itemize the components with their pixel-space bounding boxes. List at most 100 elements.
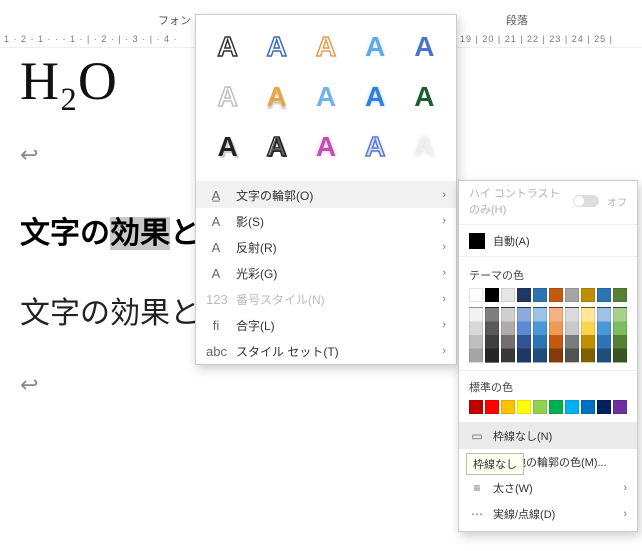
color-swatch[interactable] [533,288,547,302]
color-tint-column[interactable] [613,307,627,363]
chevron-right-icon: › [442,293,446,305]
effect-preset-7[interactable]: A [253,75,300,119]
color-swatch[interactable] [581,288,595,302]
high-contrast-row[interactable]: ハイ コントラストのみ(H) オフ [459,181,637,225]
menu-reflection-label: 反射(R) [236,239,432,256]
menu-outline[interactable]: A̲ 文字の輪郭(O) › [196,182,456,208]
color-tint-column[interactable] [581,307,595,363]
color-tint-column[interactable] [549,307,563,363]
color-swatch[interactable] [485,400,499,414]
menu-ligature[interactable]: fi合字(L)› [196,312,456,338]
color-swatch[interactable] [597,400,611,414]
color-tint-column[interactable] [517,307,531,363]
chevron-right-icon: › [442,319,446,331]
chevron-right-icon: › [442,215,446,227]
menu-style-set[interactable]: abc スタイル セット(T) › [196,338,456,364]
high-contrast-label: ハイ コントラストのみ(H) [469,185,565,217]
effect-preset-8[interactable]: A [302,75,349,119]
effect-preset-12[interactable]: A [253,125,300,169]
menu-shadow[interactable]: A影(S)› [196,208,456,234]
color-tint-column[interactable] [533,307,547,363]
auto-color-row[interactable]: 自動(A) [459,229,637,257]
high-contrast-toggle[interactable] [573,195,599,207]
color-swatch[interactable] [533,400,547,414]
sub-dashes-icon: ⋯ [469,507,485,521]
color-tint-column[interactable] [501,307,515,363]
effect-preset-10[interactable]: A [401,75,448,119]
sub-no-outline[interactable]: ▭ 枠線なし(N) [459,423,637,449]
menu-ligature-icon: fi [206,318,226,333]
menu-style-set-label: スタイル セット(T) [236,343,432,360]
effect-preset-2[interactable]: A [253,25,300,69]
menu-number-style-label: 番号スタイル(N) [236,291,432,308]
menu-reflection[interactable]: A 反射(R) › [196,234,456,260]
color-tint-column[interactable] [485,307,499,363]
color-swatch[interactable] [469,400,483,414]
color-swatch[interactable] [565,400,579,414]
text-effects-grid: AAAAAAAAAAAAAAA [196,15,456,181]
color-swatch[interactable] [485,288,499,302]
menu-outline-label: 文字の輪郭(O) [236,187,432,204]
color-swatch[interactable] [501,288,515,302]
color-swatch[interactable] [581,400,595,414]
menu-outline-icon: A̲ [206,188,226,203]
chevron-right-icon: › [442,241,446,253]
color-swatch[interactable] [549,288,563,302]
theme-tints-block [459,303,637,364]
outline-sub-items: ▭枠線なし(N)🎨その他の輪郭の色(M)...≡太さ(W)›⋯実線/点線(D)› [459,423,637,527]
menu-glow-label: 光彩(G) [236,265,432,282]
color-swatch[interactable] [469,288,483,302]
sub-no-outline-label: 枠線なし(N) [493,428,552,444]
effect-preset-15[interactable]: A [401,125,448,169]
text-effects-popup: AAAAAAAAAAAAAAA A̲文字の輪郭(O)›A影(S)›A反射(R)›… [195,14,457,365]
color-swatch[interactable] [501,400,515,414]
effect-preset-11[interactable]: A [204,125,251,169]
color-swatch[interactable] [517,400,531,414]
theme-colors-row [459,287,637,303]
color-tint-column[interactable] [597,307,611,363]
auto-color-swatch [469,233,485,249]
menu-number-style-icon: 123 [206,292,226,307]
color-swatch[interactable] [613,400,627,414]
sub-weight-label: 太さ(W) [493,480,533,496]
chevron-right-icon: › [442,267,446,279]
effect-preset-1[interactable]: A [204,25,251,69]
menu-reflection-icon: A [206,240,226,255]
effect-preset-14[interactable]: A [352,125,399,169]
chevron-right-icon: › [623,508,627,520]
color-tint-column[interactable] [565,307,579,363]
effect-preset-4[interactable]: A [352,25,399,69]
font-group-label: フォン [158,12,191,28]
chevron-right-icon: › [442,189,446,201]
paragraph-group-label: 段落 [506,12,528,28]
effect-preset-6[interactable]: A [204,75,251,119]
sub-weight-icon: ≡ [469,481,485,495]
color-swatch[interactable] [517,288,531,302]
auto-color-label: 自動(A) [493,233,530,249]
menu-glow-icon: A [206,266,226,281]
sub-no-outline-icon: ▭ [469,429,485,443]
standard-colors-title: 標準の色 [459,370,637,399]
theme-colors-title: テーマの色 [459,261,637,287]
effect-preset-3[interactable]: A [302,25,349,69]
color-swatch[interactable] [613,288,627,302]
standard-colors-row [459,399,637,423]
sub-weight[interactable]: ≡ 太さ(W) › [459,475,637,501]
color-swatch[interactable] [597,288,611,302]
color-tint-column[interactable] [469,307,483,363]
effect-preset-9[interactable]: A [352,75,399,119]
doc-selected-text: 効果 [110,217,170,250]
menu-glow[interactable]: A 光彩(G) › [196,260,456,286]
outline-color-popup: ハイ コントラストのみ(H) オフ 自動(A) テーマの色 標準の色 ▭ 枠線なし… [458,180,638,532]
chevron-right-icon: › [623,482,627,494]
menu-number-style: 123 番号スタイル(N) › [196,286,456,312]
color-swatch[interactable] [549,400,563,414]
effect-preset-5[interactable]: A [401,25,448,69]
color-swatch[interactable] [565,288,579,302]
sub-dashes[interactable]: ⋯ 実線/点線(D) › [459,501,637,527]
menu-style-set-icon: abc [206,344,226,359]
menu-shadow-label: 影(S) [236,213,432,230]
sub-dashes-label: 実線/点線(D) [493,506,555,522]
chevron-right-icon: › [442,345,446,357]
effect-preset-13[interactable]: A [302,125,349,169]
